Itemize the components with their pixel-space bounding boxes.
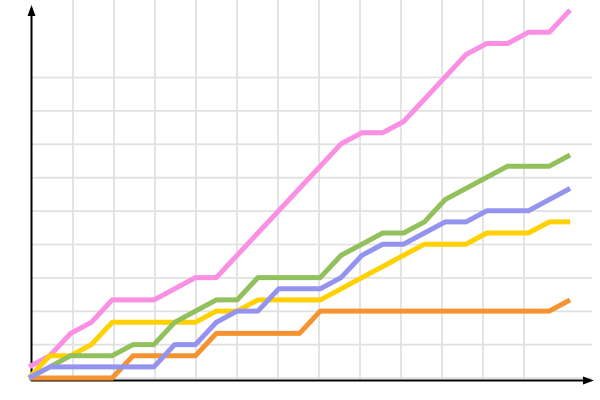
green-series-line <box>27 152 572 381</box>
yellow-series-line <box>27 219 571 380</box>
pink-series-line <box>27 8 572 370</box>
x-axis-arrow-icon <box>583 376 594 385</box>
y-axis-arrow-icon <box>27 5 36 16</box>
blue-series-line <box>27 186 572 381</box>
orange-series-line <box>29 297 572 381</box>
